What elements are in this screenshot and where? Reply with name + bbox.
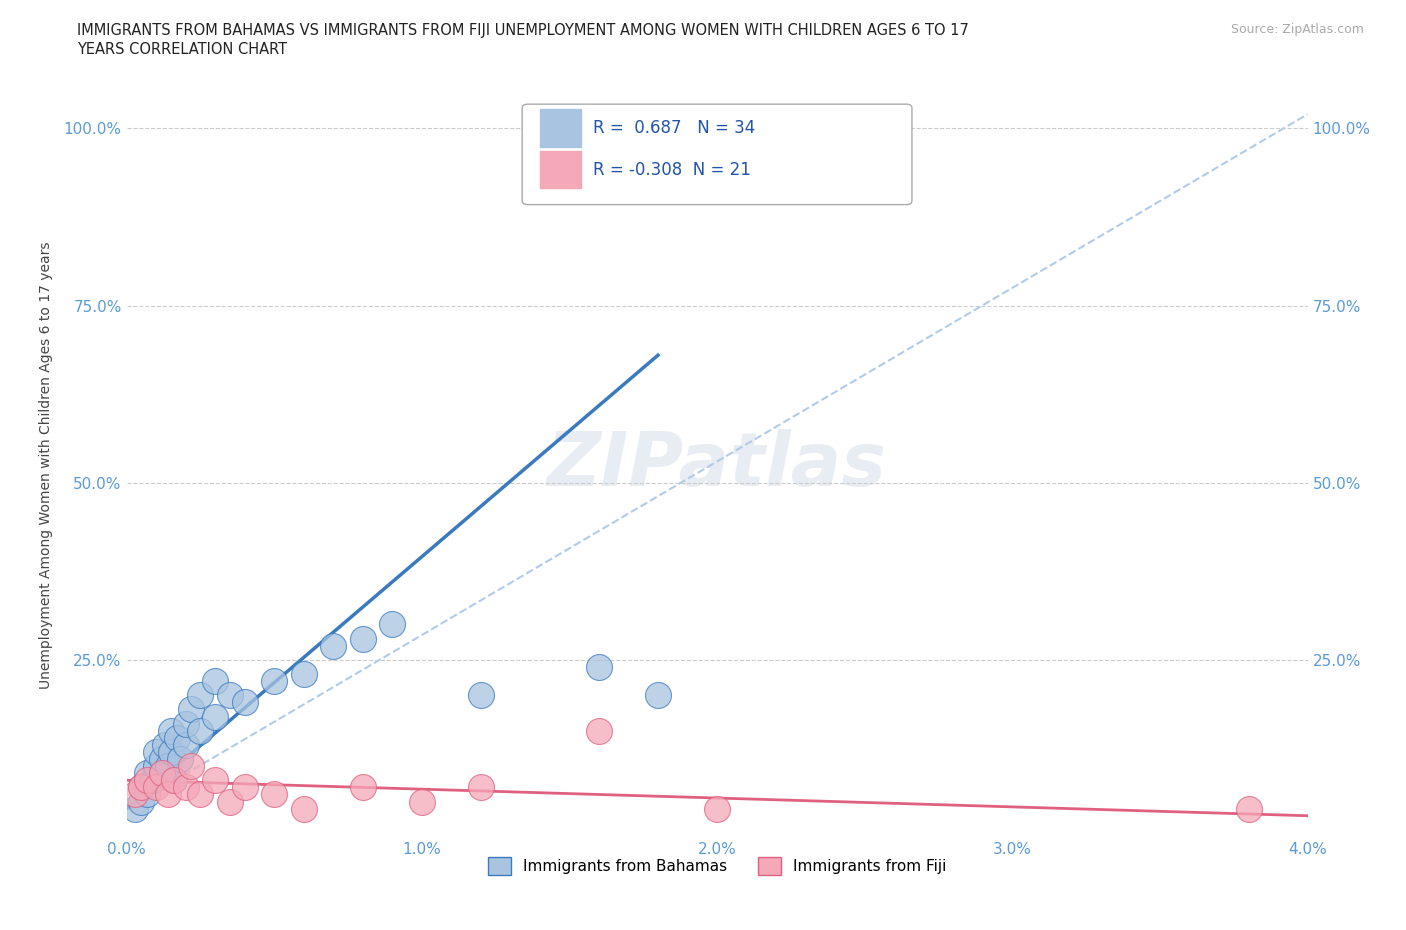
Point <box>136 787 159 802</box>
Point <box>188 724 212 738</box>
Point <box>124 802 146 817</box>
Text: R = -0.308  N = 21: R = -0.308 N = 21 <box>593 161 751 179</box>
Point <box>204 709 226 724</box>
Point <box>174 737 197 752</box>
Legend: Immigrants from Bahamas, Immigrants from Fiji: Immigrants from Bahamas, Immigrants from… <box>482 851 952 882</box>
Point <box>322 638 344 653</box>
Point <box>129 794 153 809</box>
Point <box>470 780 492 795</box>
Point <box>292 667 315 682</box>
Point <box>292 802 315 817</box>
Point <box>160 724 183 738</box>
Point <box>166 730 188 745</box>
Point <box>129 780 153 795</box>
Text: YEARS CORRELATION CHART: YEARS CORRELATION CHART <box>77 42 287 57</box>
Point <box>145 745 167 760</box>
Text: ZIPatlas: ZIPatlas <box>547 429 887 501</box>
Point <box>263 673 285 688</box>
Point <box>129 780 153 795</box>
Point <box>588 724 610 738</box>
Point <box>150 765 173 780</box>
Point <box>411 794 433 809</box>
Point <box>163 773 186 788</box>
Y-axis label: Unemployment Among Women with Children Ages 6 to 17 years: Unemployment Among Women with Children A… <box>38 241 52 689</box>
Point <box>156 787 179 802</box>
Point <box>145 759 167 774</box>
Bar <box>540 110 581 147</box>
Point <box>163 773 186 788</box>
Point <box>188 787 212 802</box>
Point <box>174 716 197 731</box>
Point <box>204 773 226 788</box>
Point <box>233 695 256 710</box>
Point <box>169 751 191 766</box>
Point <box>352 780 374 795</box>
Point <box>174 780 197 795</box>
Text: Source: ZipAtlas.com: Source: ZipAtlas.com <box>1230 23 1364 36</box>
Point <box>180 759 202 774</box>
Bar <box>540 151 581 188</box>
Point <box>204 673 226 688</box>
Point <box>706 802 728 817</box>
Point <box>352 631 374 646</box>
Point <box>219 794 242 809</box>
Point <box>150 765 173 780</box>
Point <box>156 759 179 774</box>
Text: IMMIGRANTS FROM BAHAMAS VS IMMIGRANTS FROM FIJI UNEMPLOYMENT AMONG WOMEN WITH CH: IMMIGRANTS FROM BAHAMAS VS IMMIGRANTS FR… <box>77 23 969 38</box>
FancyBboxPatch shape <box>522 104 912 205</box>
Point <box>233 780 256 795</box>
Point <box>160 745 183 760</box>
Point <box>136 773 159 788</box>
Text: R =  0.687   N = 34: R = 0.687 N = 34 <box>593 119 755 137</box>
Point <box>136 765 159 780</box>
Point <box>647 688 669 703</box>
Point <box>263 787 285 802</box>
Point <box>145 780 167 795</box>
Point <box>1237 802 1260 817</box>
Point <box>588 659 610 674</box>
Point <box>188 688 212 703</box>
Point <box>470 688 492 703</box>
Point <box>381 617 404 631</box>
Point <box>219 688 242 703</box>
Point <box>124 787 146 802</box>
Point <box>153 737 176 752</box>
Point <box>180 702 202 717</box>
Point <box>142 773 165 788</box>
Point <box>150 751 173 766</box>
